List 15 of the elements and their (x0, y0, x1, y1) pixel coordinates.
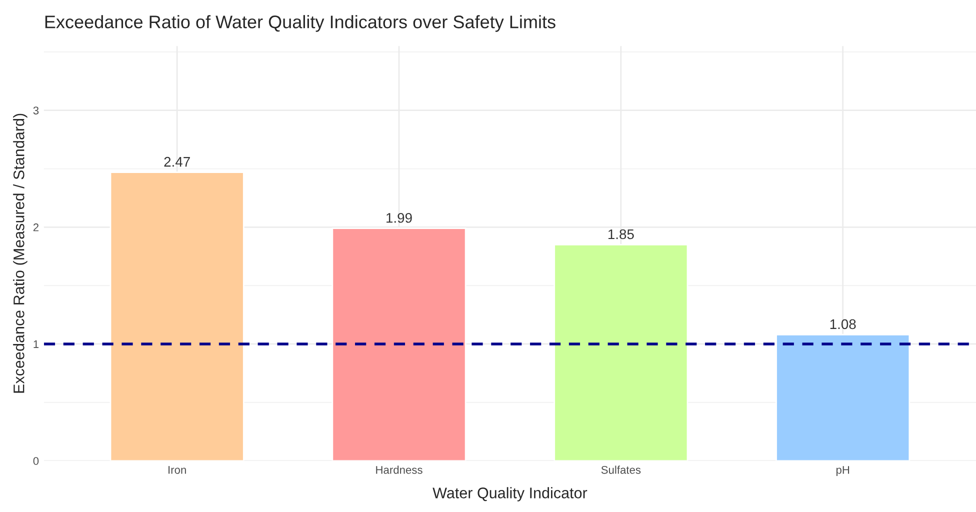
y-tick-label: 0 (33, 457, 39, 465)
y-axis-title: Exceedance Ratio (Measured / Standard) (13, 114, 28, 393)
data-label: 1.99 (386, 212, 412, 223)
data-label: 1.85 (608, 229, 634, 240)
x-axis-title: Water Quality Indicator (432, 487, 588, 502)
y-tick-label: 1 (34, 340, 39, 348)
x-tick-label: Hardness (376, 466, 422, 474)
y-tick-label: 3 (33, 106, 39, 114)
data-label: 1.08 (830, 319, 856, 330)
y-tick-label: 2 (33, 223, 38, 232)
data-label: 2.47 (164, 156, 190, 167)
x-tick-label: Iron (168, 466, 186, 474)
chart-title: Exceedance Ratio of Water Quality Indicators over Safety Limits (45, 15, 556, 32)
x-tick-label: pH (836, 466, 850, 476)
x-tick-label: Sulfates (601, 466, 641, 474)
